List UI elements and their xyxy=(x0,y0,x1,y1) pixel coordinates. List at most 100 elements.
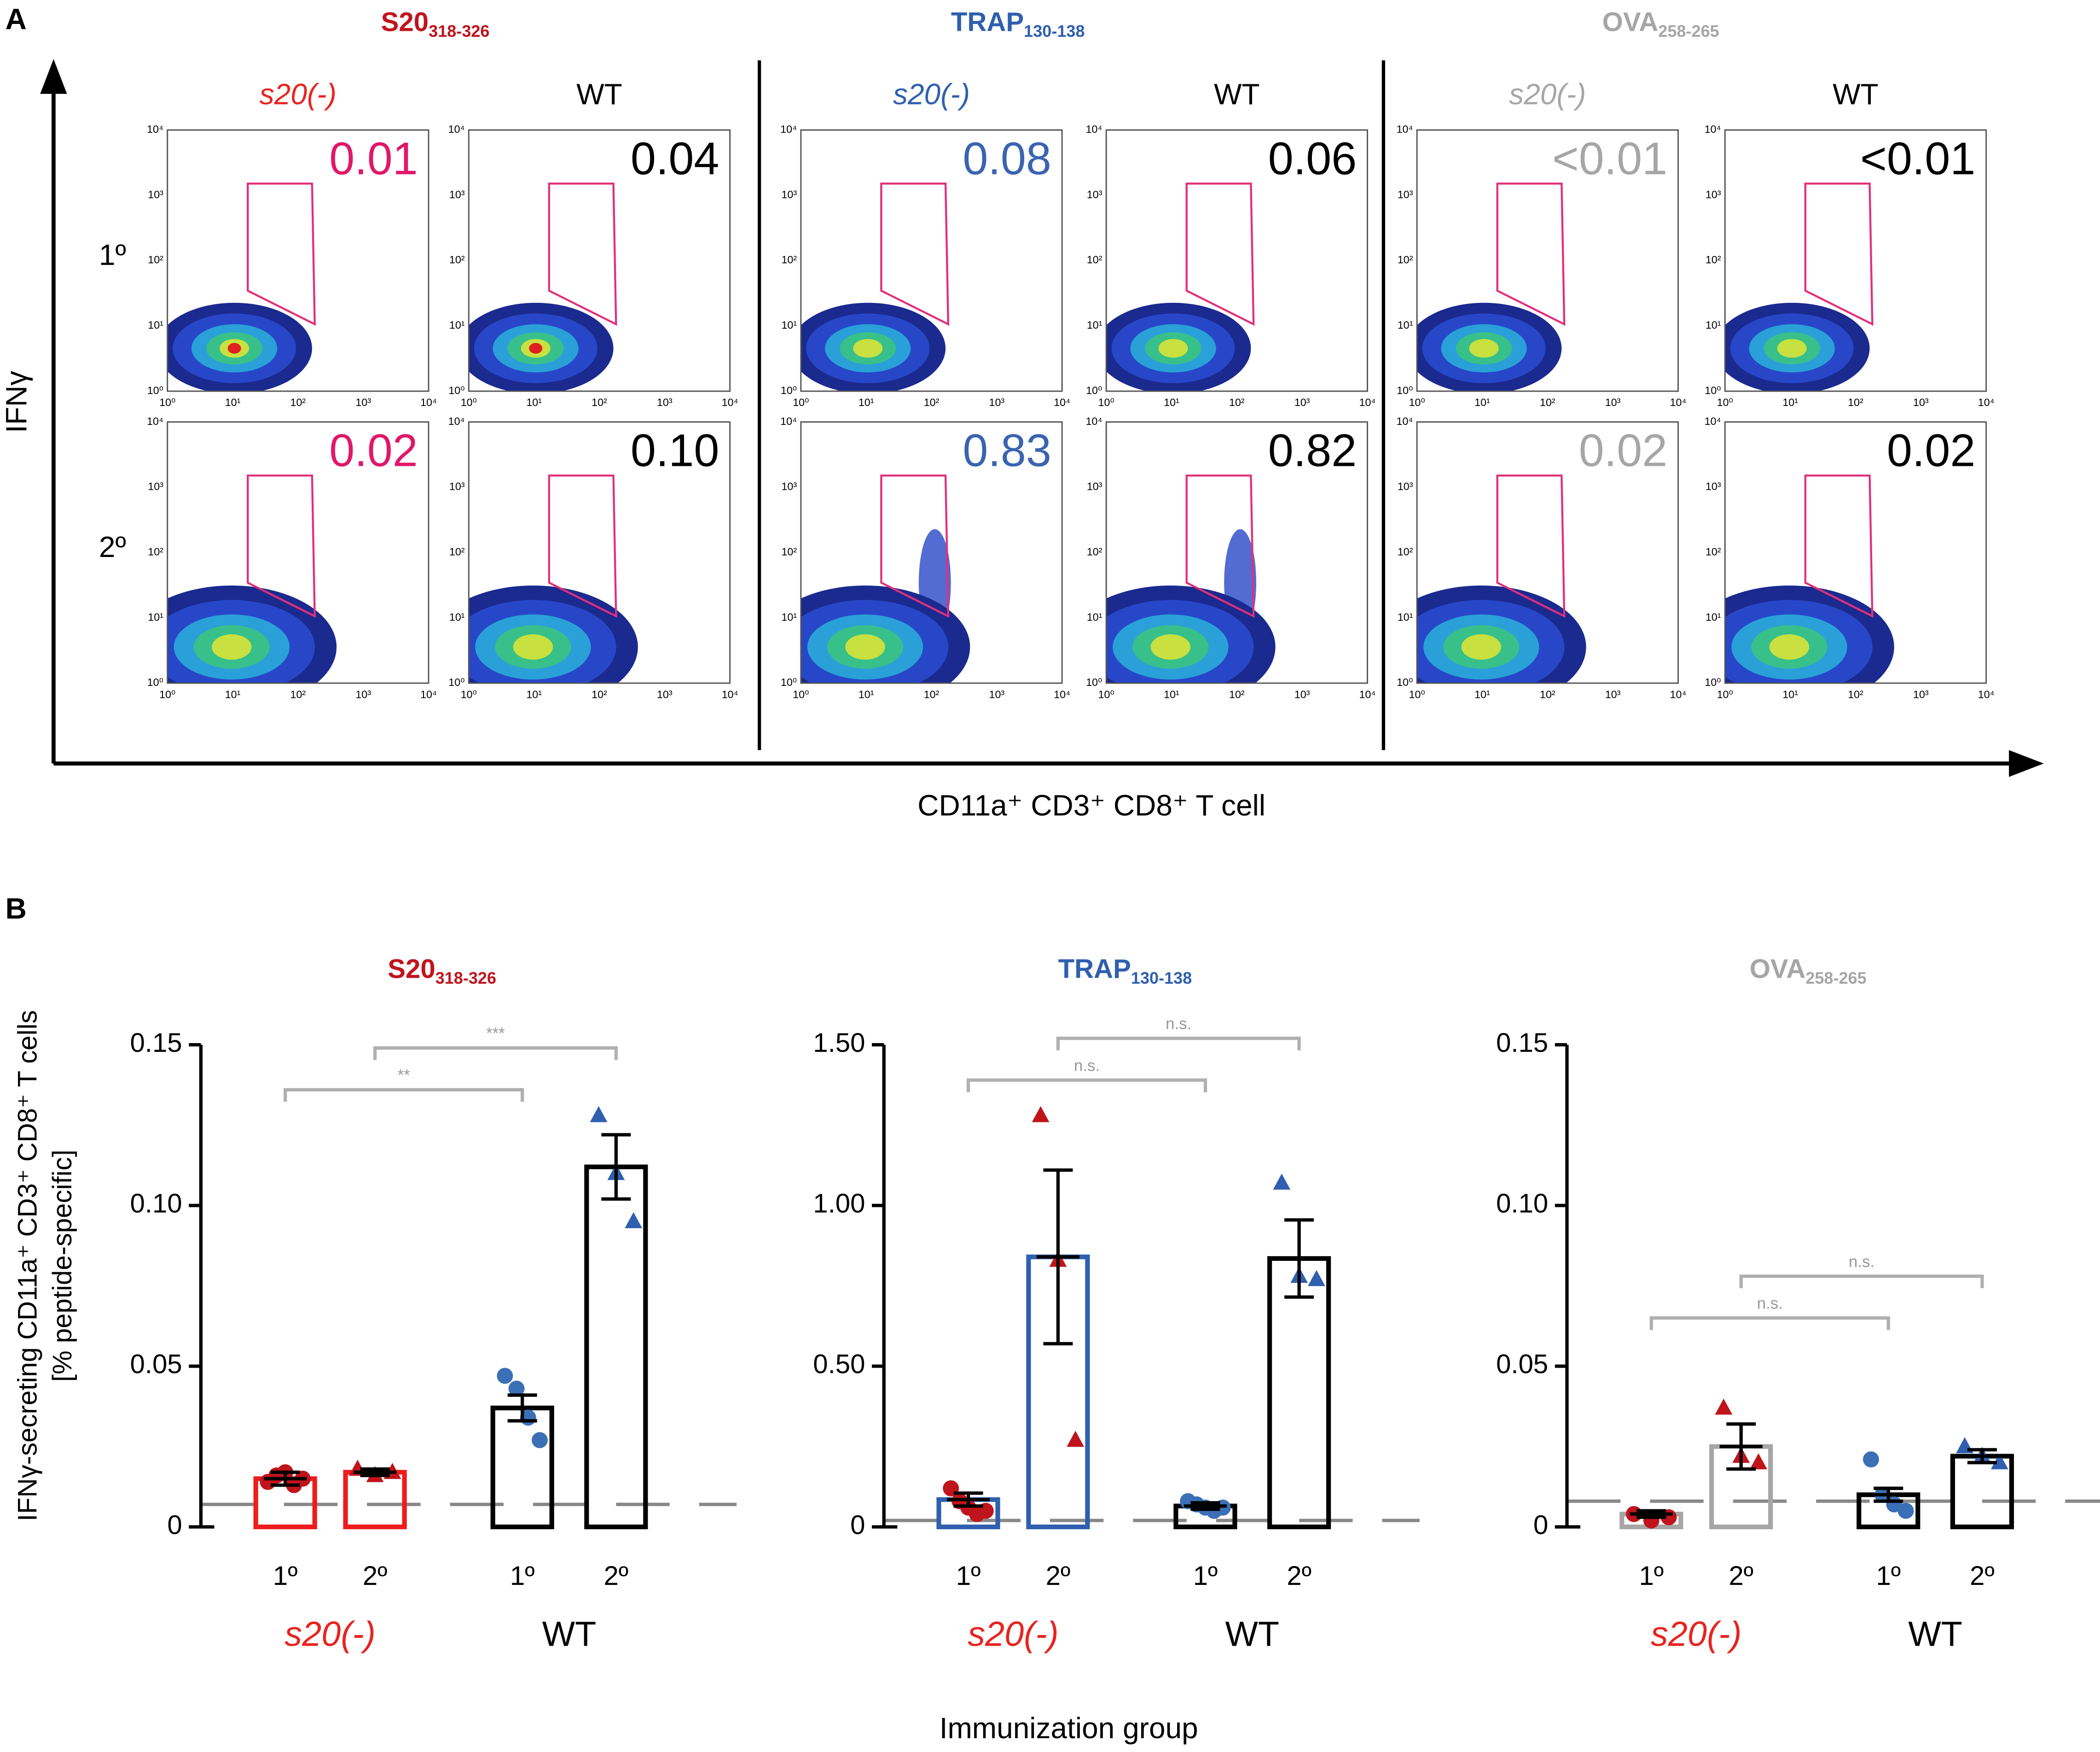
density-ring xyxy=(1150,634,1191,660)
y-tick-label: 10¹ xyxy=(781,319,797,331)
x-tick-label: 10⁴ xyxy=(420,688,437,700)
x-tick-label: 10² xyxy=(592,688,607,700)
y-tick-label: 10³ xyxy=(1087,481,1102,493)
x-tick-label: 2º xyxy=(1970,1561,1995,1591)
group-label: WT xyxy=(542,1615,597,1654)
row-label: 2º xyxy=(99,530,126,563)
x-tick-label: 10⁴ xyxy=(722,396,738,408)
x-tick-label: 10³ xyxy=(1294,396,1310,408)
y-tick-label: 10⁰ xyxy=(1086,676,1102,688)
density-plot xyxy=(1106,302,1251,391)
y-tick-label: 10⁴ xyxy=(448,123,465,135)
x-tick-label: 1º xyxy=(1876,1561,1901,1591)
y-tick-label: 10¹ xyxy=(1398,611,1413,623)
x-tick-label: 10¹ xyxy=(859,688,874,700)
density-ring xyxy=(212,634,252,660)
error-bar xyxy=(1183,1501,1227,1511)
x-tick-label: 10⁴ xyxy=(1978,688,1995,700)
y-tick-label: 10⁴ xyxy=(780,123,797,135)
y-tick-label: 10³ xyxy=(449,188,465,200)
arrowhead xyxy=(2009,750,2044,777)
column-label: WT xyxy=(576,78,622,111)
y-tick-label: 10² xyxy=(1706,254,1721,266)
x-tick-label: 10² xyxy=(1540,688,1555,700)
y-tick-label: 10⁴ xyxy=(147,123,163,135)
title-subscript: 258-265 xyxy=(1805,969,1866,987)
title-subscript: 130-138 xyxy=(1131,969,1192,987)
data-point xyxy=(1990,1453,2008,1469)
significance-bracket xyxy=(284,1088,524,1102)
density-ring xyxy=(1469,339,1499,358)
x-tick-label: 10³ xyxy=(989,688,1005,700)
y-tick-label: 10¹ xyxy=(449,319,465,331)
gate xyxy=(1496,474,1566,618)
data-point xyxy=(1273,1173,1291,1190)
y-tick-label: 1.00 xyxy=(813,1189,865,1218)
x-tick-label: 10³ xyxy=(1913,688,1929,700)
x-tick-label: 10⁰ xyxy=(1098,688,1114,700)
title-main: S20 xyxy=(381,7,429,37)
y-tick-label: 10⁴ xyxy=(780,415,797,427)
percent-label: 0.02 xyxy=(1887,425,1976,476)
x-tick-label: 10³ xyxy=(1605,396,1621,408)
x-tick-label: 10² xyxy=(290,396,306,408)
x-tick-label: 2º xyxy=(1729,1561,1753,1591)
significance-label: *** xyxy=(486,1025,505,1043)
row-label: 1º xyxy=(99,238,126,272)
group-label: WT xyxy=(1225,1615,1280,1654)
plot-frame xyxy=(1416,421,1679,684)
x-tick-label: 10¹ xyxy=(1782,688,1798,700)
y-tick-label: 10⁴ xyxy=(1397,415,1413,427)
x-tick-label: 2º xyxy=(604,1561,629,1591)
y-tick-label: 10⁰ xyxy=(448,384,464,396)
density-ring xyxy=(1158,339,1188,358)
y-tick-label: 10³ xyxy=(148,188,163,200)
y-tick-label: 10⁰ xyxy=(147,676,163,688)
y-tick-label: 10⁰ xyxy=(1397,676,1413,688)
x-tick-label: 10³ xyxy=(657,688,673,700)
gate xyxy=(548,474,617,618)
gate xyxy=(1185,474,1255,618)
column-label: s20(-) xyxy=(260,78,336,111)
x-tick-label: 10³ xyxy=(355,396,371,408)
significance-bracket xyxy=(1649,1316,1890,1330)
error-bar xyxy=(1867,1486,1910,1503)
y-tick-label: 10³ xyxy=(148,481,163,493)
x-tick-label: 2º xyxy=(1046,1561,1071,1591)
column-label: WT xyxy=(1214,78,1260,111)
y-tick-label: 10⁴ xyxy=(147,415,163,427)
title: TRAP130-138 xyxy=(1058,954,1192,987)
data-point xyxy=(1863,1451,1879,1468)
density-plot xyxy=(1725,302,1870,391)
gate xyxy=(1185,182,1255,326)
x-tick-label: 10⁴ xyxy=(1670,396,1687,408)
data-point xyxy=(590,1106,608,1122)
significance-bracket xyxy=(966,1078,1207,1092)
x-tick-label: 10¹ xyxy=(1164,396,1179,408)
title: OVA258-265 xyxy=(1750,954,1867,987)
y-tick-label: 10³ xyxy=(449,481,465,493)
y-tick-label: 0.10 xyxy=(1496,1189,1548,1218)
y-tick-label: 0.50 xyxy=(813,1349,865,1379)
x-tick-label: 10¹ xyxy=(1782,396,1798,408)
title-main: OVA xyxy=(1750,954,1806,984)
x-tick-label: 10⁴ xyxy=(1359,688,1376,700)
density-core xyxy=(529,343,543,354)
panel-label: B xyxy=(6,892,27,925)
error-bar xyxy=(1719,1422,1763,1471)
y-tick-label: 0.10 xyxy=(130,1189,182,1218)
significance-bracket xyxy=(1056,1036,1301,1050)
title-subscript: 130-138 xyxy=(1024,22,1085,41)
x-tick-label: 10² xyxy=(1848,688,1863,700)
y-tick-label: 10² xyxy=(148,254,163,266)
data-point xyxy=(1897,1503,1914,1519)
y-tick-label: 10⁰ xyxy=(1397,384,1413,396)
density-plot xyxy=(1725,585,1894,684)
y-tick-label: 10⁰ xyxy=(781,676,797,688)
density-ring xyxy=(845,634,885,660)
x-tick-label: 10³ xyxy=(1913,396,1929,408)
x-tick-label: 10⁰ xyxy=(793,396,809,408)
plot-frame xyxy=(167,421,429,684)
